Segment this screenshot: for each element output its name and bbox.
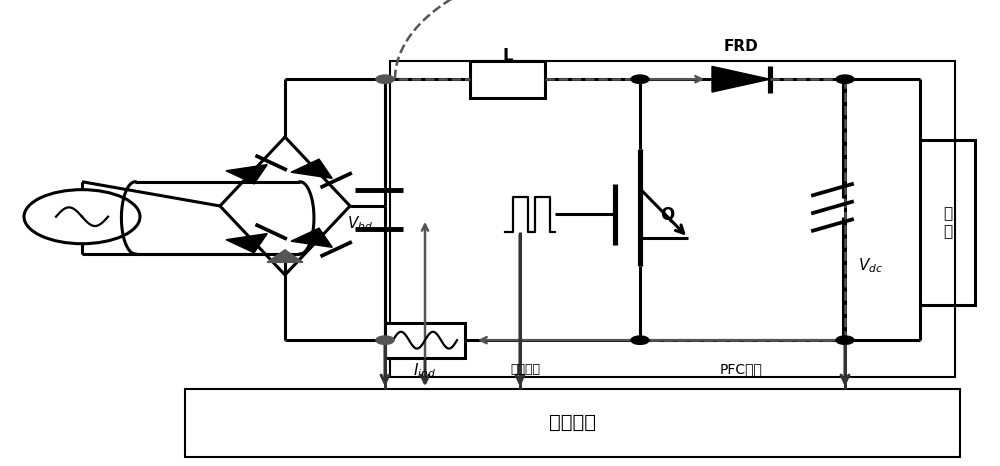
Polygon shape <box>226 164 267 184</box>
Text: PFC电路: PFC电路 <box>720 363 763 377</box>
Circle shape <box>836 75 854 83</box>
Text: 负
载: 负 载 <box>943 206 952 239</box>
Text: 驱动信号: 驱动信号 <box>510 363 540 376</box>
Polygon shape <box>267 250 303 262</box>
Circle shape <box>376 336 394 344</box>
Circle shape <box>376 75 394 83</box>
Text: L: L <box>503 47 513 65</box>
Polygon shape <box>291 228 332 247</box>
Bar <box>920 140 975 305</box>
Circle shape <box>631 336 649 344</box>
Circle shape <box>631 75 649 83</box>
Text: $V_{bd}$: $V_{bd}$ <box>347 214 373 233</box>
Text: 控制芯片: 控制芯片 <box>548 413 596 432</box>
Bar <box>385 322 465 358</box>
Bar <box>185 389 960 457</box>
Bar <box>470 61 545 98</box>
Polygon shape <box>226 233 267 253</box>
Polygon shape <box>291 159 332 178</box>
Text: $V_{dc}$: $V_{dc}$ <box>858 256 883 275</box>
Circle shape <box>836 336 854 344</box>
Bar <box>390 61 955 377</box>
Text: $I_{ind}$: $I_{ind}$ <box>413 361 437 380</box>
Text: Q: Q <box>660 206 674 223</box>
Text: FRD: FRD <box>724 39 758 54</box>
Polygon shape <box>712 67 770 92</box>
